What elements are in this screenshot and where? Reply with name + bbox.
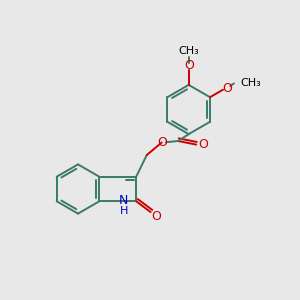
Text: O: O [198, 138, 208, 151]
Text: N: N [119, 194, 129, 207]
Text: O: O [222, 82, 232, 95]
Text: O: O [151, 210, 161, 223]
Text: CH₃: CH₃ [241, 78, 261, 88]
Text: O: O [157, 136, 166, 149]
Text: H: H [120, 206, 128, 216]
Text: CH₃: CH₃ [178, 46, 199, 56]
Text: O: O [184, 59, 194, 72]
